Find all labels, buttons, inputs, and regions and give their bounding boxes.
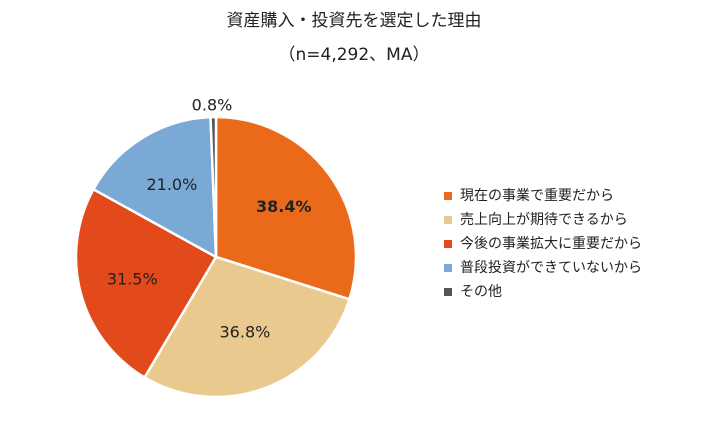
legend-swatch (444, 288, 452, 296)
legend-item-3: 今後の事業拡大に重要だから (444, 232, 642, 256)
slice-label-1: 38.4% (256, 197, 312, 216)
slice-label-4: 21.0% (146, 175, 197, 194)
legend-item-2: 売上向上が期待できるから (444, 208, 642, 232)
chart-legend: 現在の事業で重要だから 売上向上が期待できるから 今後の事業拡大に重要だから 普段投資… (444, 184, 642, 304)
chart-subtitle: （n=4,292、MA） (278, 45, 430, 65)
pie-slice-1 (214, 115, 358, 301)
legend-swatch (444, 264, 452, 272)
legend-item-5: その他 (444, 280, 642, 304)
slice-label-3: 31.5% (107, 269, 158, 288)
legend-swatch (444, 192, 452, 200)
legend-label: 現在の事業で重要だから (460, 188, 614, 204)
legend-label: その他 (460, 284, 502, 300)
pie-slice-4 (91, 115, 218, 260)
pie-slice-3 (74, 187, 218, 380)
chart-title: 資産購入・投資先を選定した理由 (226, 11, 482, 31)
legend-swatch (444, 216, 452, 224)
legend-label: 売上向上が期待できるから (460, 212, 628, 228)
legend-item-1: 現在の事業で重要だから (444, 184, 642, 208)
legend-item-4: 普段投資ができていないから (444, 256, 642, 280)
legend-label: 普段投資ができていないから (460, 260, 642, 276)
pie-slice-5 (209, 115, 218, 258)
slice-label-2: 36.8% (220, 322, 271, 341)
legend-swatch (444, 240, 452, 248)
legend-label: 今後の事業拡大に重要だから (460, 236, 642, 252)
slice-label-5: 0.8% (192, 96, 233, 115)
